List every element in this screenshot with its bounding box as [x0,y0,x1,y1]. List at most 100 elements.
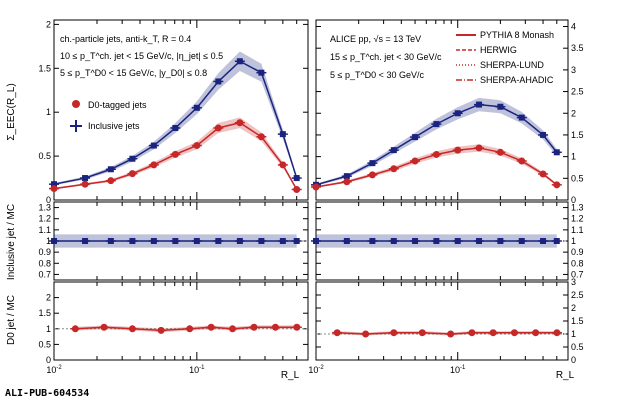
y-tick-label: 0.8 [571,258,584,268]
y-tick-label: 0.7 [571,269,584,279]
annotation-right: 15 ≤ p_T^ch. jet < 30 GeV/c [330,52,442,62]
y-tick-label: 1 [46,236,51,246]
y-tick-label: 1.2 [571,214,584,224]
series-line [337,331,557,335]
data-point [82,175,89,182]
data-point [312,183,320,191]
y-tick-label: 1.5 [38,63,51,73]
data-point [390,329,398,337]
data-point [129,155,136,162]
data-point [193,104,200,111]
data-point [468,329,476,337]
y-tick-label: 2.5 [571,290,584,300]
data-point [186,325,194,333]
y-tick-label: 2 [571,108,576,118]
panel-left-bottom: 0 0.5 1 1.5 2 10-2 10-1 [38,281,309,375]
figure-id: ALI-PUB-604534 [5,388,89,399]
x-tick-label: 10-1 [450,365,466,375]
data-point [489,329,497,337]
legend-marker-inclusive [70,120,82,132]
x-tick-label: 10-2 [46,365,62,375]
y-tick-label: 2 [46,19,51,29]
data-point [100,323,108,331]
panel-frame [315,281,569,361]
data-point [157,326,165,334]
series-line [53,60,298,185]
y-tick-label: 1.3 [571,203,584,213]
data-point [171,150,179,158]
x-tick-label: 10-1 [189,365,205,375]
annotation-left: 5 ≤ p_T^D0 < 15 GeV/c, |y_D0| ≤ 0.8 [60,68,207,78]
data-point [343,173,350,180]
legend-label: D0-tagged jets [88,100,147,110]
panel-left-top: 0 0.5 1 1.5 2 [38,19,309,205]
data-point [476,101,483,108]
data-point [51,181,57,188]
data-point [532,329,540,337]
panel-frame [315,19,569,201]
panel-frame [53,19,309,201]
legend-label: SHERPA-AHADIC [480,75,554,85]
y-tick-label: 1 [571,152,576,162]
data-point [518,238,525,244]
y-tick-label: 0.8 [38,258,51,268]
data-point [236,119,244,127]
data-point [518,157,526,165]
y-axis-label-middle: Inclusive jet / MC [6,204,17,280]
uncertainty-band [316,144,557,188]
data-point [293,175,300,182]
data-point [128,325,136,333]
data-point [412,134,419,141]
y-tick-label: 0.5 [38,339,51,349]
data-point [369,238,376,244]
y-tick-label: 1.5 [571,316,584,326]
y-tick-label: 3 [571,277,576,287]
data-point [172,125,179,131]
y-tick-label: 0.5 [38,151,51,161]
y-tick-label: 0 [46,195,51,205]
data-point [279,131,286,138]
data-point [150,142,157,149]
y-tick-label: 0.5 [571,173,584,183]
y-tick-label: 1.1 [571,225,584,235]
data-point [150,238,157,244]
y-tick-label: 1.3 [38,203,51,213]
data-point [540,131,547,138]
y-tick-label: 1 [46,107,51,117]
annotation-left: 10 ≤ p_T^ch. jet < 15 GeV/c, |η_jet| ≤ 0… [60,51,223,61]
data-point [518,114,525,121]
data-point [128,170,136,178]
y-tick-label: 1.5 [38,308,51,318]
data-point [496,148,504,156]
series-line [75,326,297,332]
series-line [315,103,558,186]
data-point [333,329,341,337]
data-point [150,161,158,169]
y-tick-label: 4 [571,22,576,32]
y-tick-label: 1 [571,236,576,246]
panel-frame [53,281,309,361]
legend-label: PYTHIA 8 Monash [480,30,554,40]
data-point [510,329,518,337]
y-tick-label: 1.2 [38,214,51,224]
legend-marker-d0 [72,100,80,108]
data-point [497,238,504,244]
data-point [50,185,58,193]
data-point [313,238,319,244]
data-point [107,177,115,185]
legend-label: SHERPA-LUND [480,60,544,70]
data-point [258,69,265,76]
data-point [207,323,215,331]
y-tick-label: 1 [46,324,51,334]
data-point [343,238,350,244]
x-tick-label-exponent: -1 [460,365,466,371]
data-point [250,323,258,331]
legend-label: Inclusive jets [88,121,140,131]
y-axis-label-top: Σ_EEC(R_L) [6,83,17,140]
data-point [214,124,222,132]
uncertainty-band [316,97,557,186]
y-tick-label: 1 [571,329,576,339]
data-point [539,170,547,178]
panel-left-middle: 0.70.80.911.11.21.3 [38,201,309,281]
y-tick-label: 0.9 [571,247,584,257]
